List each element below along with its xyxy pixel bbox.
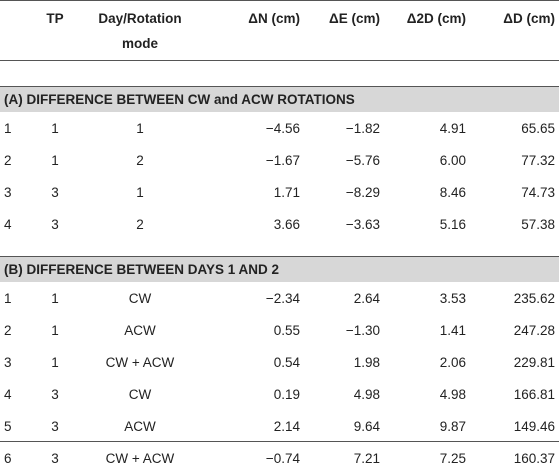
tp-cell: 3 xyxy=(51,387,59,402)
delta-e-cell: −3.63 xyxy=(345,217,380,232)
delta-2d-cell: 3.53 xyxy=(439,291,466,306)
delta-e-cell: −1.82 xyxy=(345,121,380,136)
delta-2d-cell: 4.98 xyxy=(439,387,466,402)
header-day-rotation-line1: Day/Rotation xyxy=(98,11,182,26)
day-rotation-mode-cell: 2 xyxy=(136,153,144,168)
header-delta-e: ΔE (cm) xyxy=(329,11,380,26)
day-rotation-mode-cell: 1 xyxy=(136,121,144,136)
tp-cell: 1 xyxy=(51,291,59,306)
row-index-cell: 5 xyxy=(4,419,12,434)
delta-n-cell: 1.71 xyxy=(273,185,300,200)
row-index-cell: 1 xyxy=(4,121,12,136)
delta-2d-cell: 7.25 xyxy=(439,451,466,466)
row-index-cell: 3 xyxy=(4,185,12,200)
delta-e-cell: −1.30 xyxy=(345,323,380,338)
table-row: 3 3 1 1.71 −8.29 8.46 74.73 xyxy=(0,177,559,209)
delta-2d-cell: 5.16 xyxy=(439,217,466,232)
delta-d-cell: 149.46 xyxy=(513,419,555,434)
delta-d-cell: 229.81 xyxy=(513,355,555,370)
delta-d-cell: 77.32 xyxy=(521,153,555,168)
table-row: 4 3 CW 0.19 4.98 4.98 166.81 xyxy=(0,379,559,411)
day-rotation-mode-cell: CW xyxy=(128,291,152,306)
delta-2d-cell: 6.00 xyxy=(439,153,466,168)
row-index-cell: 2 xyxy=(4,323,12,338)
tp-cell: 1 xyxy=(51,323,59,338)
header-delta-2d: Δ2D (cm) xyxy=(406,11,466,26)
row-index-cell: 6 xyxy=(4,451,12,466)
section-header: (B) DIFFERENCE BETWEEN DAYS 1 AND 2 xyxy=(0,256,559,282)
delta-e-cell: 1.98 xyxy=(353,355,380,370)
section-header: (A) DIFFERENCE BETWEEN CW and ACW ROTATI… xyxy=(0,86,559,112)
tp-cell: 3 xyxy=(51,451,59,466)
delta-e-cell: 9.64 xyxy=(353,419,380,434)
top-rule xyxy=(0,0,559,1)
delta-2d-cell: 9.87 xyxy=(439,419,466,434)
delta-2d-cell: 4.91 xyxy=(439,121,466,136)
table-row: 5 3 ACW 2.14 9.64 9.87 149.46 xyxy=(0,411,559,443)
row-index-cell: 4 xyxy=(4,387,12,402)
day-rotation-mode-cell: CW + ACW xyxy=(105,355,175,370)
header-day-rotation-line2: mode xyxy=(121,36,158,51)
table-row: 6 3 CW + ACW −0.74 7.21 7.25 160.37 xyxy=(0,443,559,475)
day-rotation-mode-cell: ACW xyxy=(124,419,156,434)
table-row: 4 3 2 3.66 −3.63 5.16 57.38 xyxy=(0,209,559,241)
row-index-cell: 4 xyxy=(4,217,12,232)
row-index-cell: 1 xyxy=(4,291,12,306)
tp-cell: 3 xyxy=(51,419,59,434)
tp-cell: 1 xyxy=(51,355,59,370)
delta-2d-cell: 8.46 xyxy=(439,185,466,200)
delta-2d-cell: 1.41 xyxy=(439,323,466,338)
delta-2d-cell: 2.06 xyxy=(439,355,466,370)
delta-d-cell: 247.28 xyxy=(513,323,555,338)
day-rotation-mode-cell: ACW xyxy=(124,323,156,338)
section-title: (A) DIFFERENCE BETWEEN CW and ACW ROTATI… xyxy=(4,92,355,107)
day-rotation-mode-cell: CW xyxy=(128,387,152,402)
header-rule xyxy=(0,60,559,61)
day-rotation-mode-cell: 2 xyxy=(136,217,144,232)
table-row: 2 1 ACW 0.55 −1.30 1.41 247.28 xyxy=(0,315,559,347)
delta-d-cell: 166.81 xyxy=(513,387,555,402)
delta-e-cell: 2.64 xyxy=(353,291,380,306)
delta-e-cell: 7.21 xyxy=(353,451,380,466)
header-delta-n: ΔN (cm) xyxy=(248,11,300,26)
delta-e-cell: −8.29 xyxy=(345,185,380,200)
delta-n-cell: 3.66 xyxy=(273,217,300,232)
header-tp: TP xyxy=(46,11,64,26)
delta-n-cell: 0.54 xyxy=(273,355,300,370)
delta-e-cell: −5.76 xyxy=(345,153,380,168)
delta-n-cell: 0.55 xyxy=(273,323,300,338)
delta-n-cell: −4.56 xyxy=(265,121,300,136)
section-title: (B) DIFFERENCE BETWEEN DAYS 1 AND 2 xyxy=(4,262,280,277)
delta-n-cell: 2.14 xyxy=(273,419,300,434)
header-row: TP Day/Rotation mode ΔN (cm) ΔE (cm) Δ2D… xyxy=(0,9,559,53)
header-delta-d: ΔD (cm) xyxy=(503,11,555,26)
table-row: 3 1 CW + ACW 0.54 1.98 2.06 229.81 xyxy=(0,347,559,379)
header-index xyxy=(4,9,24,41)
delta-n-cell: 0.19 xyxy=(273,387,300,402)
delta-n-cell: −1.67 xyxy=(265,153,300,168)
day-rotation-mode-cell: 1 xyxy=(136,185,144,200)
delta-d-cell: 57.38 xyxy=(521,217,555,232)
delta-n-cell: −0.74 xyxy=(265,451,300,466)
table-row: 1 1 CW −2.34 2.64 3.53 235.62 xyxy=(0,283,559,315)
tp-cell: 3 xyxy=(51,217,59,232)
delta-d-cell: 160.37 xyxy=(513,451,555,466)
delta-n-cell: −2.34 xyxy=(265,291,300,306)
row-index-cell: 3 xyxy=(4,355,12,370)
day-rotation-mode-cell: CW + ACW xyxy=(105,451,175,466)
delta-d-cell: 74.73 xyxy=(521,185,555,200)
tp-cell: 1 xyxy=(51,121,59,136)
tp-cell: 1 xyxy=(51,153,59,168)
header-day-rotation: Day/Rotation mode xyxy=(80,9,200,53)
row-index-cell: 2 xyxy=(4,153,12,168)
table-row: 2 1 2 −1.67 −5.76 6.00 77.32 xyxy=(0,145,559,177)
tp-cell: 3 xyxy=(51,185,59,200)
delta-d-cell: 65.65 xyxy=(521,121,555,136)
delta-e-cell: 4.98 xyxy=(353,387,380,402)
delta-d-cell: 235.62 xyxy=(513,291,555,306)
table-row: 1 1 1 −4.56 −1.82 4.91 65.65 xyxy=(0,113,559,145)
